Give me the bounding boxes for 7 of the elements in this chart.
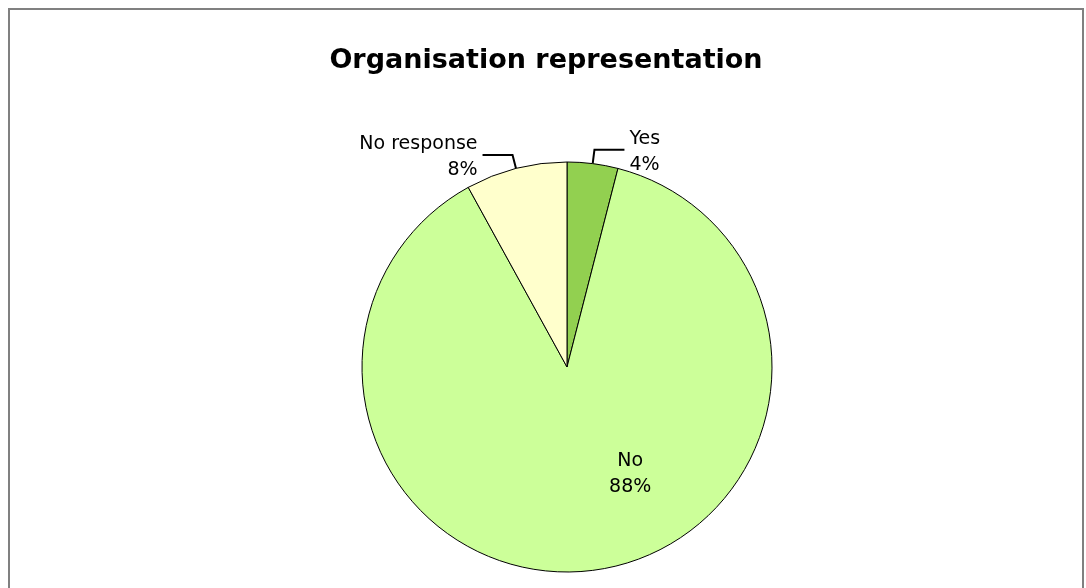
data-label: 8% bbox=[447, 156, 478, 179]
slice-label: Yes bbox=[628, 125, 661, 148]
slice-label: No bbox=[617, 447, 644, 470]
data-label: 4% bbox=[629, 151, 660, 174]
data-label: 88% bbox=[609, 473, 652, 496]
slice-label: No response bbox=[359, 130, 478, 153]
chart-title: Organisation representation bbox=[329, 43, 763, 74]
